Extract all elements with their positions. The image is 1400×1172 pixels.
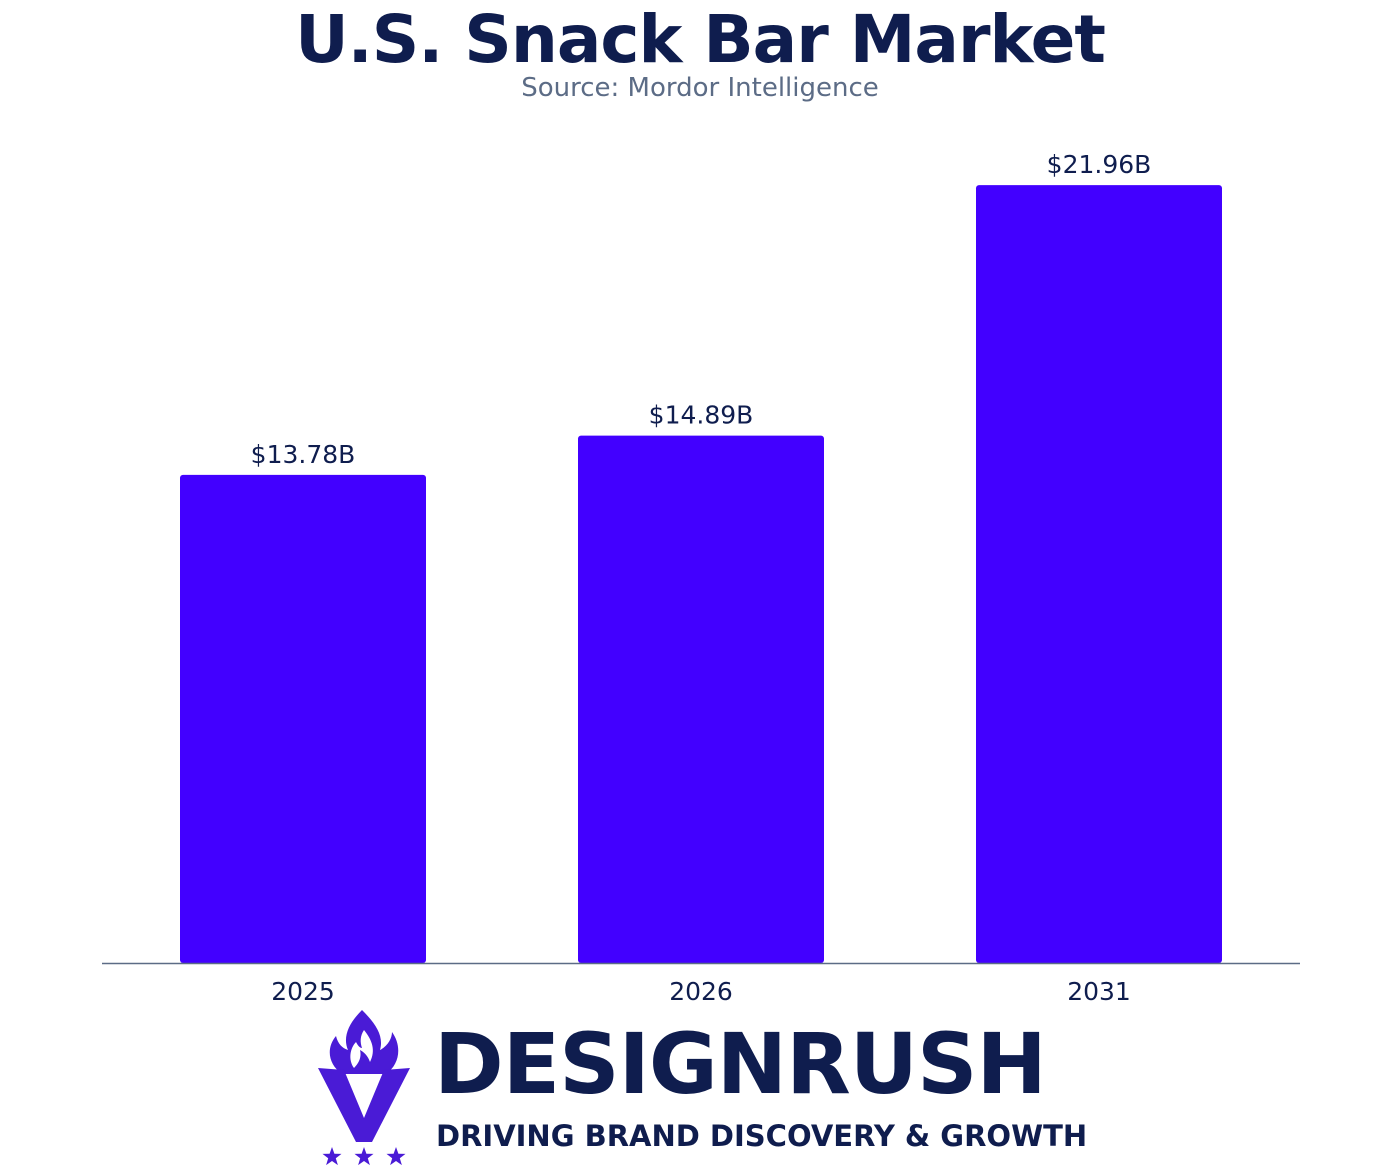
designrush-flame-v-icon xyxy=(318,1010,410,1166)
bar-value-label: $13.78B xyxy=(251,440,356,469)
x-tick-label: 2031 xyxy=(1067,977,1131,1006)
labels-layer: $13.78B 2025 $14.89B 2026 $21.96B 2031 xyxy=(251,150,1152,1006)
bar-2026 xyxy=(578,435,824,963)
bars-layer xyxy=(180,185,1222,963)
bar-2031 xyxy=(976,185,1222,963)
chart-title: U.S. Snack Bar Market xyxy=(295,1,1106,78)
designrush-logo: DESIGNRUSH DRIVING BRAND DISCOVERY & GRO… xyxy=(312,1006,1092,1172)
bar-value-label: $14.89B xyxy=(649,401,754,430)
x-tick-label: 2025 xyxy=(271,977,335,1006)
bar-value-label: $21.96B xyxy=(1047,150,1152,179)
bar-chart: $13.78B 2025 $14.89B 2026 $21.96B 2031 xyxy=(102,150,1300,1006)
bar-2025 xyxy=(180,474,426,963)
three-stars-icon xyxy=(322,1147,406,1166)
logo-tagline: DRIVING BRAND DISCOVERY & GROWTH xyxy=(436,1119,1088,1153)
chart-subtitle: Source: Mordor Intelligence xyxy=(521,73,879,103)
x-tick-label: 2026 xyxy=(669,977,733,1006)
logo-wordmark: DESIGNRUSH xyxy=(434,1015,1047,1113)
